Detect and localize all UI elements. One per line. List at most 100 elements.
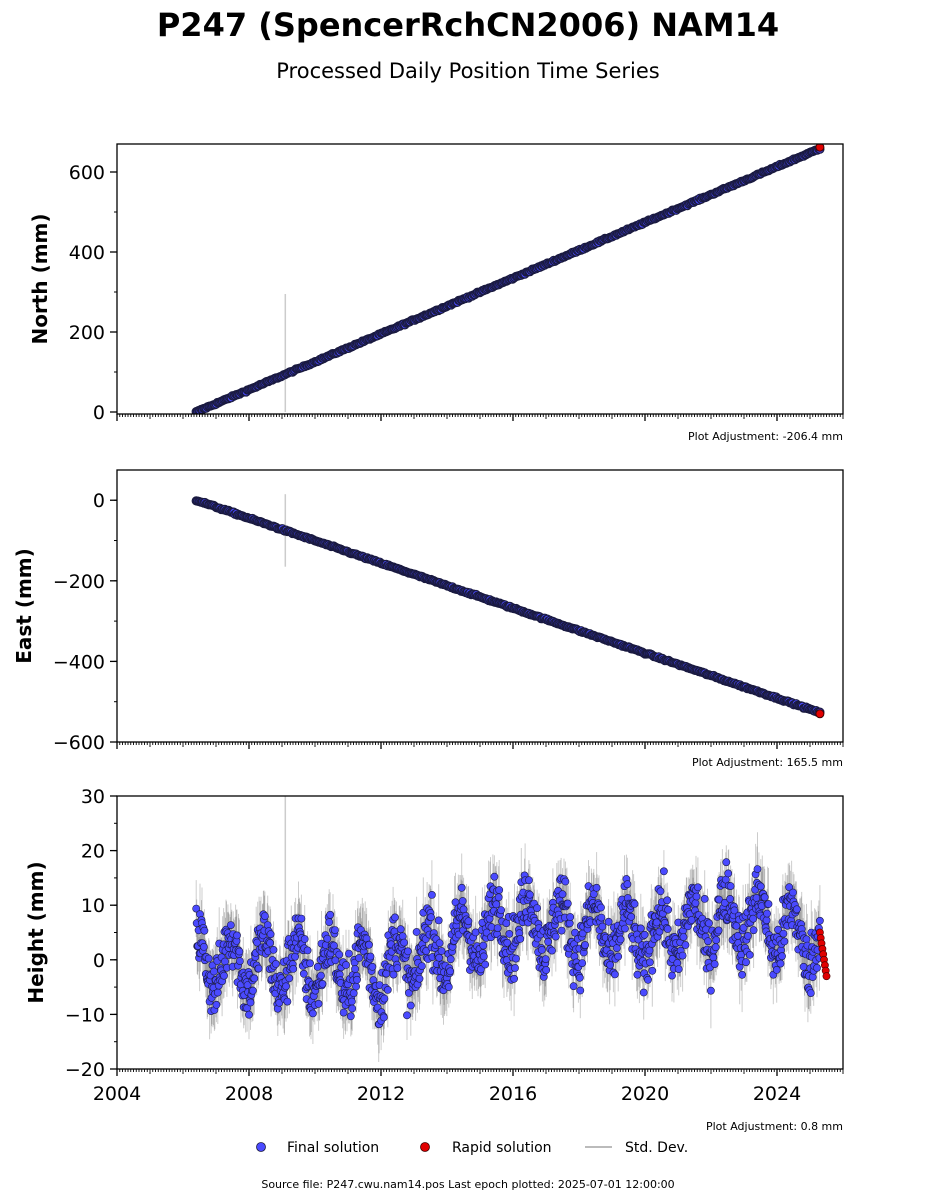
y-tick-label: 0: [93, 490, 105, 512]
final-solution-point: [636, 924, 645, 933]
final-solution-point: [785, 883, 794, 892]
final-solution-point: [780, 937, 789, 946]
final-solution-point: [578, 959, 587, 967]
final-solution-point: [726, 895, 734, 903]
final-solution-point: [621, 924, 629, 933]
legend-rapid-label: Rapid solution: [452, 1140, 552, 1156]
final-solution-point: [813, 964, 821, 972]
final-solution-point: [220, 971, 228, 980]
rapid-solution-points: [815, 709, 825, 719]
final-solution-point: [692, 892, 701, 901]
y-tick-label: 400: [69, 242, 105, 264]
final-solution-point: [558, 890, 567, 899]
final-solution-point: [691, 899, 700, 907]
final-solution-point: [400, 938, 408, 947]
final-solution-point: [352, 982, 360, 991]
final-solution-point: [679, 933, 688, 941]
final-solution-point: [808, 973, 817, 981]
final-solution-point: [254, 964, 263, 973]
final-solution-point: [342, 961, 350, 969]
y-tick-label: 0: [93, 950, 105, 972]
final-solution-point: [668, 971, 676, 980]
final-solution-point: [611, 970, 619, 979]
north-plot-area: [191, 144, 825, 414]
final-solution-point: [738, 970, 746, 979]
final-solution-point: [639, 988, 648, 997]
final-solution-point: [335, 950, 344, 959]
final-solution-point: [745, 951, 754, 959]
final-solution-point: [271, 960, 280, 968]
final-solution-point: [285, 974, 294, 983]
final-solution-point: [368, 962, 377, 971]
north-panel: 0 200 400 600 North (mm) Plot Adjustment: -20…: [28, 143, 844, 443]
final-solution-point: [681, 941, 690, 949]
final-solution-point: [353, 975, 361, 984]
final-solution-point: [380, 994, 389, 1003]
height-plot-area: [192, 796, 831, 1062]
final-solution-point: [427, 913, 435, 922]
final-solution-point: [313, 963, 322, 971]
x-tick-label: 2004: [93, 1083, 141, 1105]
final-solution-point: [656, 887, 665, 896]
final-solution-point: [627, 912, 636, 921]
final-solution-point: [614, 952, 623, 961]
final-solution-point: [233, 931, 241, 940]
final-solution-point: [646, 958, 654, 967]
final-solution-point: [212, 1000, 221, 1009]
final-solution-point: [406, 1001, 415, 1010]
final-solution-point: [726, 882, 735, 890]
final-solution-point: [344, 949, 353, 958]
source-footer: Source file: P247.cwu.nam14.pos Last epo…: [261, 1178, 674, 1191]
rapid-solution-point: [815, 709, 825, 719]
final-solution-point: [464, 917, 473, 926]
final-solution-point: [525, 876, 533, 885]
y-tick-label: 10: [81, 895, 105, 917]
height-panel: −20 −10 0 10 20 30 2004 2008 2012 2016 2020 2024 Hei…: [24, 786, 844, 1133]
final-solution-point: [760, 893, 769, 902]
final-solution-point: [297, 914, 306, 923]
y-tick-label: −10: [65, 1004, 105, 1026]
final-solution-point: [597, 903, 605, 912]
final-solution-point: [764, 900, 773, 908]
final-solution-point: [379, 1013, 388, 1022]
final-solution-point: [346, 1012, 355, 1021]
final-solution-point: [789, 888, 797, 897]
final-solution-point: [739, 923, 748, 932]
final-solution-point: [640, 930, 649, 939]
final-solution-point: [481, 960, 490, 969]
final-solution-point: [749, 914, 758, 923]
final-solution-point: [314, 999, 323, 1008]
height-axis-label: Height (mm): [24, 861, 48, 1003]
final-solution-point: [266, 939, 274, 947]
final-solution-point: [269, 946, 278, 954]
final-solution-point: [398, 932, 407, 941]
final-solution-point: [707, 986, 715, 995]
final-solution-point: [213, 988, 222, 997]
final-solution-point: [806, 989, 815, 997]
final-solution-point: [663, 896, 672, 905]
final-solution-point: [266, 930, 275, 939]
final-solution-point: [533, 904, 541, 912]
final-solution-point: [248, 986, 257, 995]
final-solution-point: [660, 867, 668, 876]
final-solution-point: [606, 961, 614, 969]
final-solution-point: [612, 944, 621, 952]
final-solution-point: [300, 935, 309, 943]
final-solution-point: [664, 905, 673, 914]
final-solution-point: [732, 922, 741, 930]
final-solution-point: [592, 883, 601, 892]
final-solution-point: [204, 954, 213, 963]
final-solution-point: [192, 904, 201, 913]
final-solution-point: [200, 926, 209, 935]
final-solution-point: [542, 966, 551, 974]
y-tick-label: 0: [93, 402, 105, 424]
final-solution-point: [289, 965, 298, 973]
final-solution-point: [393, 964, 402, 972]
final-solution-point: [347, 997, 356, 1006]
final-solution-point: [495, 886, 504, 894]
final-solution-point: [492, 900, 501, 909]
final-solution-point: [349, 989, 358, 998]
final-solution-point: [630, 900, 639, 908]
final-solution-point: [749, 926, 758, 935]
final-solution-point: [318, 980, 327, 988]
